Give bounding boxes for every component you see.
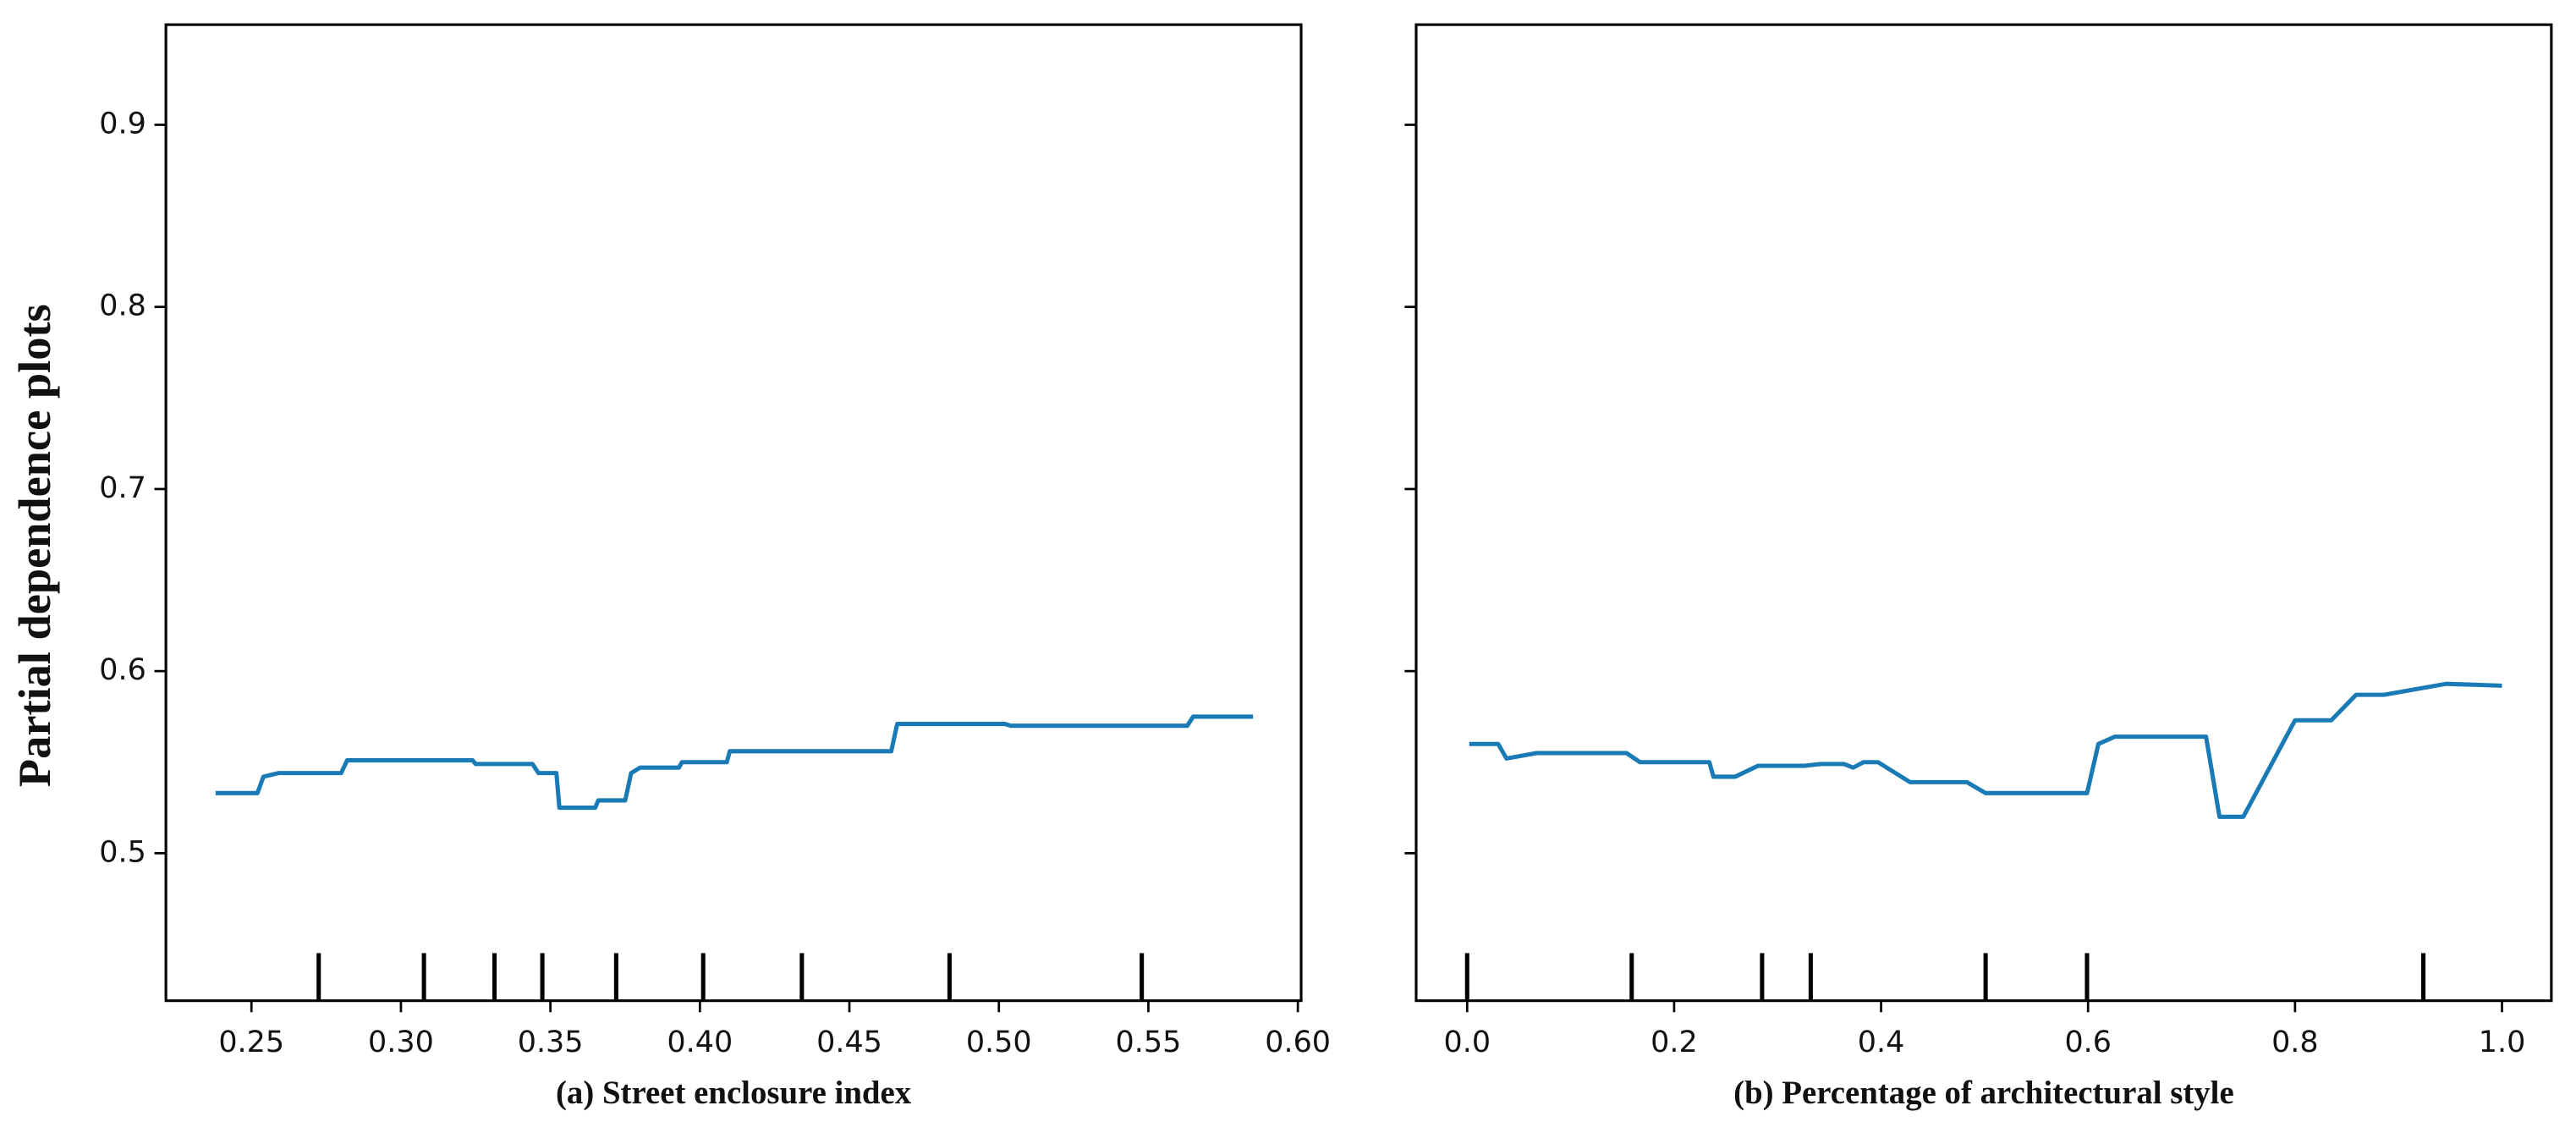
x-tick-label: 0.6 bbox=[2064, 1026, 2112, 1059]
plot-frame bbox=[164, 23, 1303, 1003]
x-tick-label: 0.45 bbox=[816, 1026, 882, 1059]
x-tick-label: 0.55 bbox=[1116, 1026, 1182, 1059]
y-tick-label: 0.7 bbox=[99, 471, 146, 505]
y-tick-label: 0.9 bbox=[99, 107, 146, 141]
x-tick-label: 0.60 bbox=[1265, 1026, 1331, 1059]
x-tick-label: 0.4 bbox=[1858, 1026, 1905, 1059]
y-tick-label: 0.6 bbox=[99, 653, 146, 687]
x-tick-label: 0.8 bbox=[2271, 1026, 2319, 1059]
y-axis-label: Partial dependence plots bbox=[9, 304, 60, 787]
x-tick-label: 0.0 bbox=[1443, 1026, 1491, 1059]
x-tick-label: 0.50 bbox=[966, 1026, 1032, 1059]
x-tick-label: 0.35 bbox=[518, 1026, 584, 1059]
x-tick-label: 0.25 bbox=[218, 1026, 284, 1059]
pd-line bbox=[1469, 681, 2502, 819]
x-axis-label: (a) Street enclosure index bbox=[556, 1075, 912, 1111]
x-tick-label: 0.40 bbox=[667, 1026, 733, 1059]
x-tick-label: 0.2 bbox=[1651, 1026, 1698, 1059]
x-tick-label: 0.30 bbox=[368, 1026, 434, 1059]
y-tick-label: 0.5 bbox=[99, 835, 146, 869]
pd-line bbox=[215, 714, 1254, 811]
y-tick-label: 0.8 bbox=[99, 289, 146, 323]
x-tick-label: 1.0 bbox=[2479, 1026, 2526, 1059]
x-axis-label: (b) Percentage of architectural style bbox=[1733, 1075, 2234, 1111]
